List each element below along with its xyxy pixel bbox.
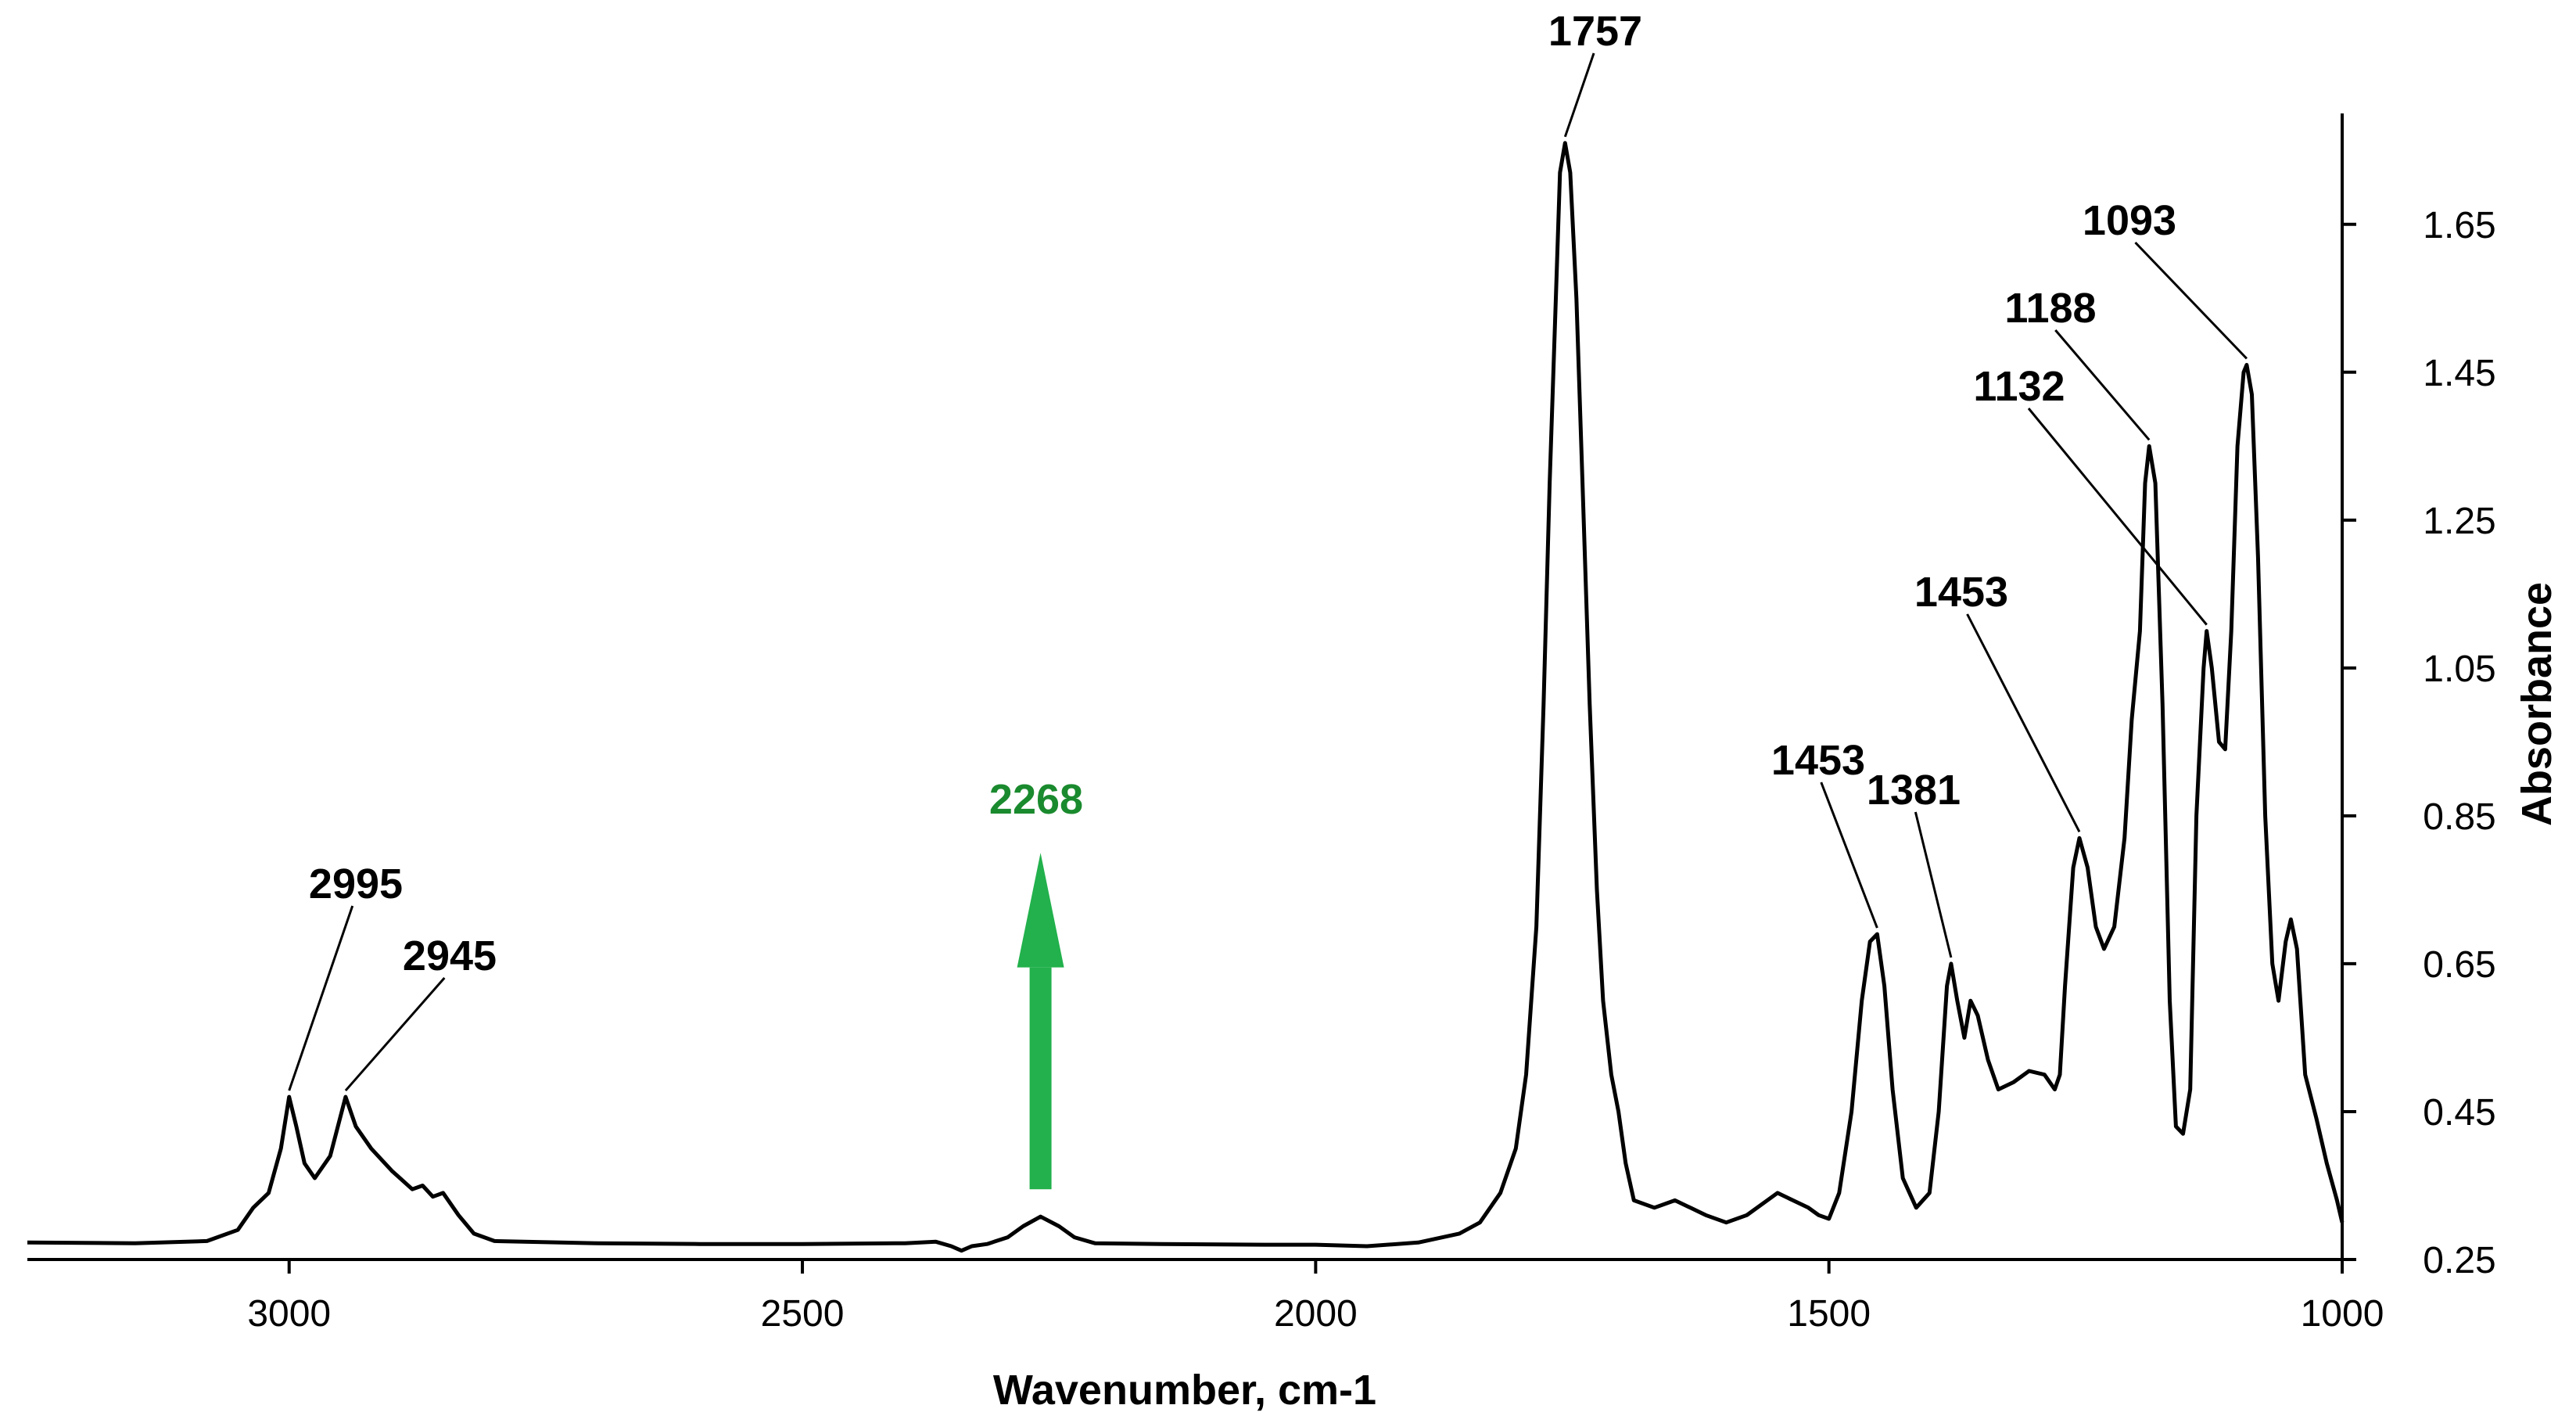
- leader-line: [288, 905, 354, 1091]
- y-tick-label: 0.85: [2423, 796, 2495, 838]
- leader-line: [1966, 613, 2081, 832]
- peak-label: 1132: [1973, 363, 2065, 410]
- spectrum-line: [27, 141, 2345, 1253]
- x-axis-ticks: 3000 2500 2000 1500 1000: [247, 1259, 2384, 1335]
- arrow-head: [1017, 853, 1064, 968]
- x-tick-label: 3000: [247, 1293, 331, 1335]
- y-tick-label: 0.45: [2423, 1092, 2495, 1134]
- axes: [27, 113, 2344, 1261]
- arrow-shaft: [1029, 967, 1052, 1190]
- x-tick-label: 1500: [1787, 1293, 1871, 1335]
- peak-label: 1757: [1548, 8, 1642, 55]
- leader-line: [1563, 52, 1595, 138]
- leader-line: [2027, 408, 2208, 626]
- leader-line: [1914, 811, 1953, 958]
- y-tick-label: 0.25: [2423, 1240, 2495, 1281]
- y-tick-label: 0.65: [2423, 944, 2495, 986]
- peak-label: 1093: [2083, 197, 2176, 244]
- leader-line: [1820, 782, 1878, 929]
- y-axis-ticks: 0.25 0.45 0.65 0.85 1.05 1.25 1.45 1.65: [2342, 205, 2496, 1281]
- x-tick-label: 2000: [1274, 1293, 1358, 1335]
- series-group: [27, 141, 2345, 1253]
- leader-line: [2054, 329, 2151, 441]
- highlighted-peak-label: 2268: [989, 776, 1083, 823]
- x-axis-title: Wavenumber, cm-1: [993, 1367, 1376, 1414]
- x-tick-label: 2500: [761, 1293, 845, 1335]
- peak-label: 1381: [1867, 767, 1961, 814]
- y-tick-label: 1.65: [2423, 205, 2495, 246]
- peak-label: 2995: [309, 861, 403, 907]
- y-tick-label: 1.05: [2423, 649, 2495, 690]
- peak-label: 1188: [2004, 285, 2096, 332]
- peak-label: 1453: [1914, 569, 2008, 616]
- y-axis-title: Absorbance: [2513, 582, 2560, 826]
- y-tick-label: 1.25: [2423, 501, 2495, 542]
- y-tick-label: 1.45: [2423, 353, 2495, 394]
- peak-label: 1453: [1771, 737, 1865, 784]
- leader-line: [344, 977, 446, 1092]
- peak-label: 2945: [403, 932, 497, 979]
- leader-line: [2134, 241, 2248, 360]
- highlight-arrow: [1017, 853, 1064, 1190]
- x-tick-label: 1000: [2301, 1293, 2384, 1335]
